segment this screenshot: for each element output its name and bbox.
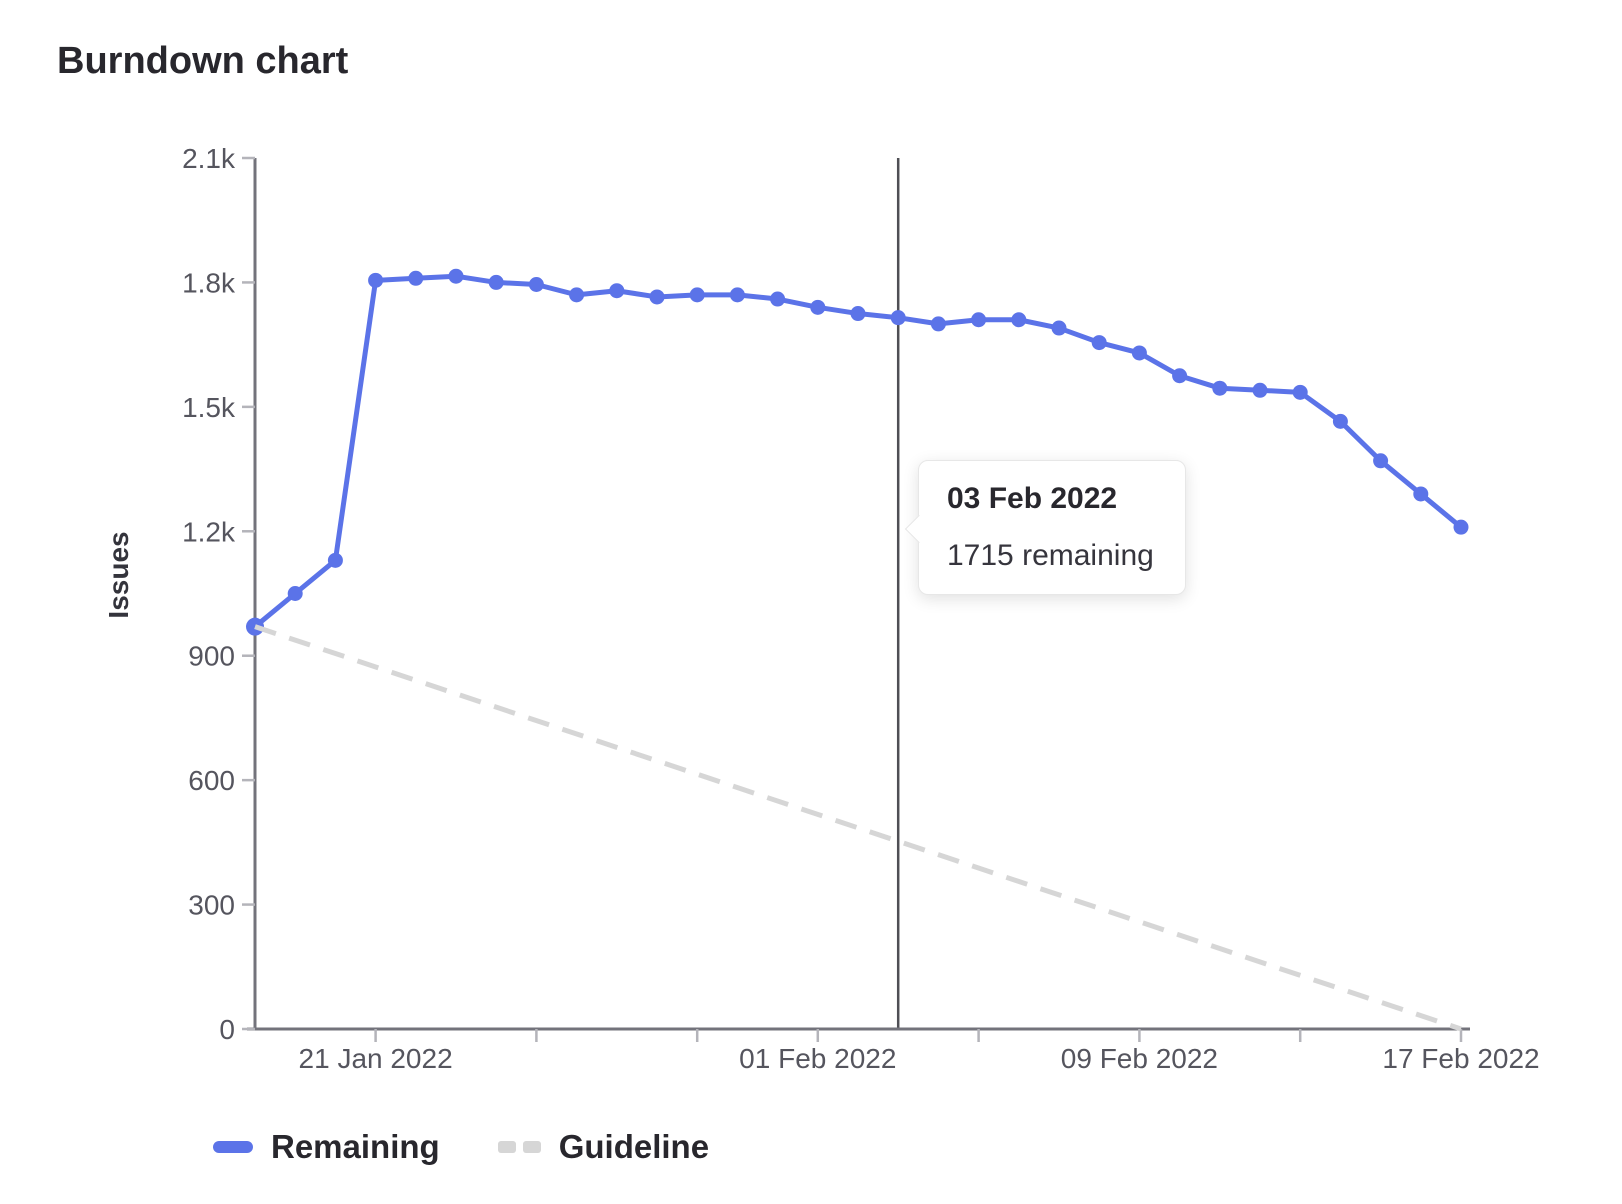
data-point[interactable]	[971, 312, 987, 328]
tooltip-value: 1715 remaining	[947, 539, 1154, 572]
y-axis-tick-label: 300	[188, 890, 235, 921]
data-point[interactable]	[1091, 335, 1107, 351]
data-point[interactable]	[1413, 486, 1429, 502]
data-point[interactable]	[327, 552, 343, 568]
data-point[interactable]	[368, 272, 384, 288]
y-axis-tick-label: 1.2k	[182, 516, 236, 547]
y-axis-tick-label: 600	[188, 765, 235, 796]
data-point[interactable]	[729, 287, 745, 303]
x-axis-tick-label: 21 Jan 2022	[299, 1043, 453, 1074]
y-axis-tick-label: 0	[219, 1014, 235, 1045]
data-point[interactable]	[890, 310, 906, 326]
data-point[interactable]	[1212, 380, 1228, 396]
x-axis-tick-label: 01 Feb 2022	[739, 1043, 896, 1074]
data-point[interactable]	[930, 316, 946, 332]
legend-item-remaining[interactable]: Remaining	[213, 1128, 440, 1166]
data-point[interactable]	[689, 287, 705, 303]
data-point[interactable]	[448, 268, 464, 284]
data-point[interactable]	[488, 274, 504, 290]
data-point[interactable]	[1131, 345, 1147, 361]
data-point[interactable]	[850, 306, 866, 322]
data-point[interactable]	[408, 270, 424, 286]
y-axis-tick-label: 1.8k	[182, 267, 236, 298]
data-point[interactable]	[770, 291, 786, 307]
y-axis-label: Issues	[103, 531, 134, 619]
legend-item-guideline[interactable]: Guideline	[497, 1128, 710, 1166]
data-point[interactable]	[649, 289, 665, 305]
chart-legend: Remaining Guideline	[213, 1128, 709, 1166]
x-axis-tick-label: 09 Feb 2022	[1061, 1043, 1218, 1074]
data-point[interactable]	[609, 283, 625, 299]
data-point[interactable]	[287, 586, 303, 601]
data-point[interactable]	[1453, 519, 1469, 535]
guideline-line	[254, 624, 1462, 1032]
data-point[interactable]	[569, 287, 585, 303]
x-axis-tick-label: 17 Feb 2022	[1382, 1043, 1539, 1074]
data-point[interactable]	[1373, 453, 1389, 469]
data-point[interactable]	[810, 299, 826, 315]
data-point[interactable]	[1172, 368, 1188, 384]
y-axis-tick-label: 2.1k	[182, 143, 236, 174]
data-point[interactable]	[1292, 384, 1308, 400]
data-point[interactable]	[1252, 382, 1268, 398]
data-point[interactable]	[1011, 312, 1027, 328]
data-point[interactable]	[528, 277, 544, 293]
remaining-line	[253, 273, 1463, 629]
legend-label-guideline: Guideline	[558, 1128, 710, 1165]
y-axis-tick-label: 900	[188, 641, 235, 672]
tooltip-date: 03 Feb 2022	[947, 482, 1118, 515]
y-axis-tick-label: 1.5k	[182, 392, 236, 423]
chart-tooltip: 03 Feb 2022 1715 remaining	[904, 460, 1186, 595]
page-title: Burndown chart	[57, 40, 349, 82]
data-point[interactable]	[1332, 413, 1348, 429]
remaining-line-swatch	[213, 1141, 253, 1153]
data-point[interactable]	[1051, 320, 1067, 336]
guideline-dash-swatch	[497, 1141, 541, 1153]
legend-label-remaining: Remaining	[271, 1128, 440, 1165]
